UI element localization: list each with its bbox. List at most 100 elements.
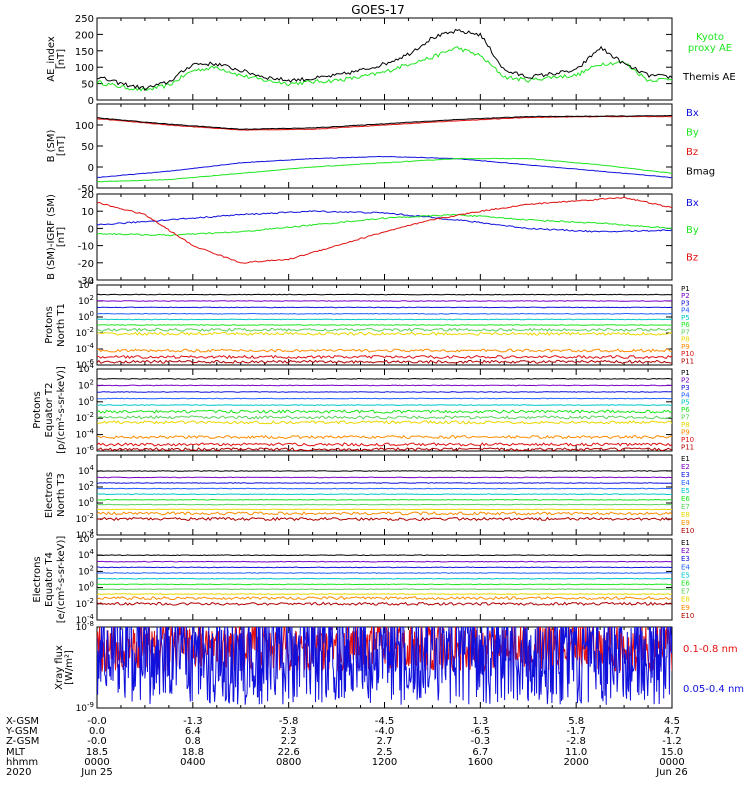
y-axis-label-line: Equator T4 xyxy=(44,552,55,607)
legend-en-e2: E2 xyxy=(681,463,690,471)
x-axis-value: 1200 xyxy=(372,757,397,768)
series-group xyxy=(97,28,672,92)
legend-bz: Bz xyxy=(686,252,698,263)
y-tick-label: 106 xyxy=(78,532,94,545)
y-tick-label: 104 xyxy=(78,548,94,561)
series-line-p6 xyxy=(97,324,672,326)
y-axis-label: Protons North T1 xyxy=(44,303,67,347)
series-line-p7 xyxy=(97,415,672,420)
series-line-p3 xyxy=(97,306,672,309)
x-axis-value: 2.5 xyxy=(377,747,393,758)
y-axis-label-line: [e/(cm²-s-sr-keV)] xyxy=(56,536,67,624)
y-tick-label: 104 xyxy=(78,278,94,291)
series-line-bz xyxy=(97,115,672,131)
y-axis-label: Electrons North T3 xyxy=(44,472,67,518)
y-tick-label: -10 xyxy=(78,242,94,253)
y-axis-label-line: [nT] xyxy=(56,49,67,69)
series-group xyxy=(97,377,672,451)
y-axis-label-line: B (SM)-IGRF (SM) xyxy=(46,194,57,280)
legend-ee-e4: E4 xyxy=(681,563,690,571)
legend-pe-p4: P4 xyxy=(681,391,690,399)
y-axis-label: AE_index [nT] xyxy=(46,36,67,82)
legend-themis-ae: Themis AE xyxy=(682,72,736,83)
series-line-e8 xyxy=(97,593,672,595)
panel-frame xyxy=(96,17,673,101)
series-group xyxy=(97,470,672,522)
legend-en-e1: E1 xyxy=(681,455,690,463)
y-axis-label-line: [nT] xyxy=(56,227,67,247)
x-axis-value: -6.5 xyxy=(471,726,491,737)
legend-ee-e1: E1 xyxy=(681,539,690,547)
legend-xray-long: 0.1-0.8 nm xyxy=(683,644,738,655)
x-axis-value: -2.8 xyxy=(566,736,586,747)
series-line-bx xyxy=(97,155,672,179)
series-line-p9 xyxy=(97,434,672,440)
legend-pn-p1: P1 xyxy=(681,285,690,293)
x-axis-value: 18.8 xyxy=(182,747,204,758)
legend-en-e5: E5 xyxy=(681,487,690,495)
y-axis-label: Protons Equator T2 [p/(cm²-s-sr-keV)] xyxy=(32,366,67,454)
panel-frame xyxy=(96,538,673,621)
series-line-p2 xyxy=(97,384,672,387)
y-tick-label: 0 xyxy=(88,163,94,174)
series-line-e10 xyxy=(97,516,672,522)
legend-pe-p9: P9 xyxy=(681,428,690,436)
legend-kyoto-proxy-ae: Kyoto proxy AE xyxy=(688,32,732,54)
legend-pn-p11: P11 xyxy=(681,357,694,365)
y-tick-label: 10-6 xyxy=(76,444,95,457)
x-axis-row-label: Z-GSM xyxy=(6,736,39,747)
y-tick-label: 0 xyxy=(88,224,94,235)
y-axis-label-line: North T1 xyxy=(56,303,67,347)
x-axis-value: 4.5 xyxy=(664,716,680,727)
x-axis-value: 11.0 xyxy=(565,747,587,758)
legend-ee-e10: E10 xyxy=(681,612,694,620)
x-axis-value: 0000 xyxy=(84,757,109,768)
legend-ee-e8: E8 xyxy=(681,596,690,604)
series-group xyxy=(97,115,672,183)
y-tick-label: 100 xyxy=(75,121,94,132)
y-axis-label: B (SM)-IGRF (SM) [nT] xyxy=(46,194,67,280)
x-axis-value: 2.2 xyxy=(281,736,297,747)
y-tick-label: 10-4 xyxy=(76,428,95,441)
panel-bsm: -50 0 50 100 B (SM) [nT] Bx By Bz Bmag xyxy=(46,103,715,195)
x-axis-value: -1.2 xyxy=(662,736,682,747)
legend-pn-p6: P6 xyxy=(681,321,690,329)
legend-pn-p10: P10 xyxy=(681,350,694,358)
y-tick-label: 100 xyxy=(75,63,94,74)
x-axis-value: -5.8 xyxy=(279,716,299,727)
y-tick-label: 100 xyxy=(78,310,94,323)
series-line-kyoto-proxy-ae xyxy=(97,46,672,92)
series-line-e10 xyxy=(97,601,672,606)
y-tick-label: -50 xyxy=(78,184,94,195)
y-axis-label: Electrons Equator T4 [e/(cm²-s-sr-keV)] xyxy=(32,536,67,624)
x-axis-value: 1600 xyxy=(468,757,493,768)
x-axis-row-label: hhmm xyxy=(6,757,38,768)
y-tick-label: 250 xyxy=(75,14,94,25)
y-tick-label: 0 xyxy=(88,96,94,107)
series-line-p1 xyxy=(97,293,672,296)
series-line-p8 xyxy=(97,420,672,425)
legend-pe-p3: P3 xyxy=(681,384,690,392)
y-axis-label-line: [p/(cm²-s-sr-keV)] xyxy=(56,366,67,454)
x-axis-value: 6.7 xyxy=(472,747,488,758)
x-axis-row-label: Y-GSM xyxy=(5,726,38,737)
x-axis-row-label: 2020 xyxy=(6,767,31,778)
x-axis-value: -0.0 xyxy=(87,716,107,727)
series-line-p6 xyxy=(97,409,672,414)
y-axis-label-line: Equator T2 xyxy=(44,383,55,438)
y-tick-label: 10-2 xyxy=(76,512,94,525)
x-axis-row-label: MLT xyxy=(6,747,26,758)
series-line-e1 xyxy=(97,554,672,557)
x-axis-value: 4.7 xyxy=(664,726,680,737)
legend-pn-p9: P9 xyxy=(681,343,690,351)
panel-frame xyxy=(96,193,673,281)
y-tick-label: 20 xyxy=(81,190,94,201)
series-line-p4 xyxy=(97,397,672,400)
legend-en-e8: E8 xyxy=(681,511,690,519)
legend-pn-p2: P2 xyxy=(681,292,690,300)
legend-pe-p7: P7 xyxy=(681,414,690,422)
legend-pn-p7: P7 xyxy=(681,328,690,336)
series-line-bmag xyxy=(97,115,672,130)
x-axis-value: 0400 xyxy=(180,757,205,768)
